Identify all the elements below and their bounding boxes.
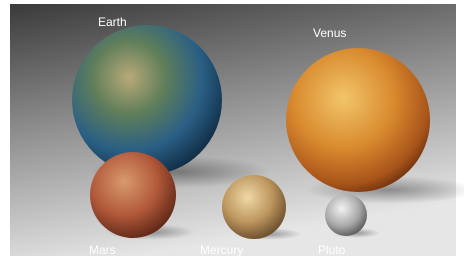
planet-label: Venus	[313, 26, 346, 40]
venus-sphere	[286, 48, 430, 192]
pluto-sphere	[325, 194, 367, 236]
planet-label: Mars	[89, 243, 116, 257]
planet-label: Earth	[98, 15, 127, 29]
page: Earth Venus Mars Mercury Pluto (() => { …	[0, 0, 464, 261]
mercury-sphere	[222, 175, 286, 239]
earth-sphere	[72, 25, 222, 175]
planet-label: Pluto	[318, 243, 346, 257]
mars-sphere	[90, 152, 176, 238]
planet-label: Mercury	[200, 243, 243, 257]
image: Earth Venus Mars Mercury Pluto	[0, 0, 464, 261]
